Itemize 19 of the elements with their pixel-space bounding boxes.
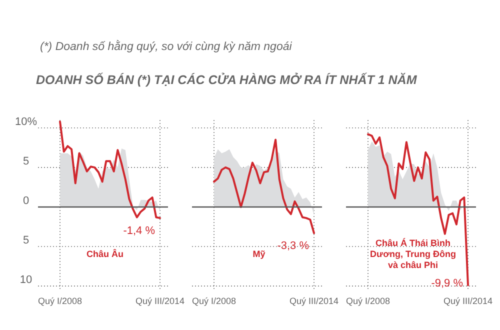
x-tick-label: Quý I/2008	[192, 296, 236, 306]
y-tick-label: 0	[22, 194, 30, 207]
annotation: Mỹ	[252, 248, 266, 259]
text: DOANH SỐ BÁN (*) TẠI CÁC CỬA HÀNG MỞ RA ÍT NHẤT 1 NĂM	[36, 72, 418, 87]
annotation: -9,9 %	[431, 277, 464, 290]
annotation: Châu Á Thái Bình Dương, Trung Đông và châu Phi	[370, 238, 456, 270]
y-tick-label: 5	[22, 234, 30, 247]
x-tick-label: Quý III/2014	[289, 296, 339, 306]
x-tick-label: Quý I/2008	[346, 296, 390, 306]
y-tick-label: 10%	[14, 116, 38, 128]
annotation: -1,4 %	[123, 225, 156, 238]
annotation: Châu Âu	[86, 248, 124, 259]
x-tick-label: Quý I/2008	[38, 296, 82, 306]
y-tick-label: 10	[20, 274, 32, 286]
annotation: -3,3 %	[277, 240, 310, 252]
x-tick-label: Quý III/2014	[135, 296, 185, 306]
y-tick-label: 5	[22, 155, 30, 168]
x-tick-label: Quý III/2014	[443, 296, 493, 306]
chart-subtitle: (*) Doanh số hằng quý, so với cùng kỳ năm ngoái	[40, 40, 292, 53]
